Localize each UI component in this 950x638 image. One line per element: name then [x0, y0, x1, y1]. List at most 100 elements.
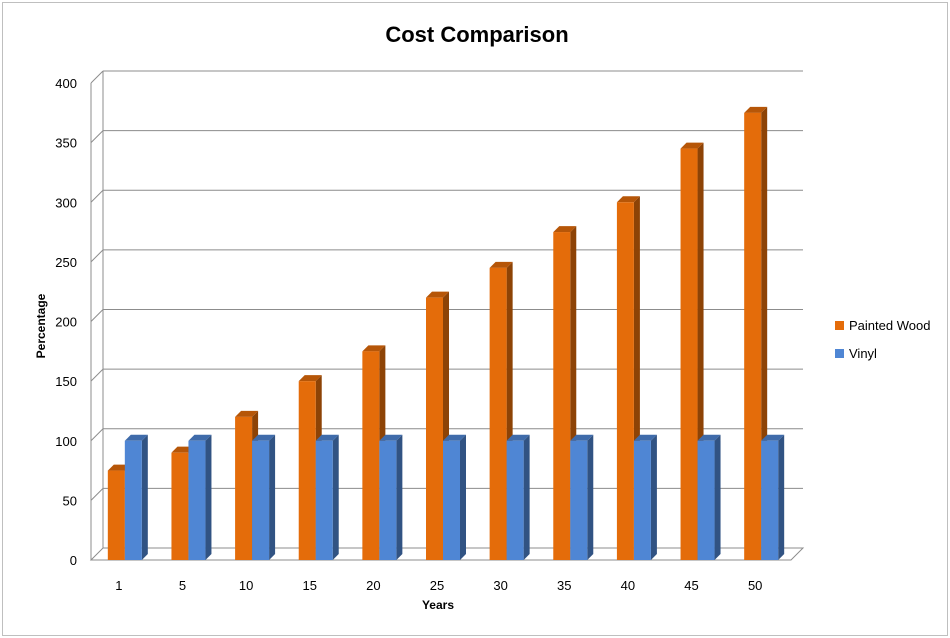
bar-vinyl-45: [697, 434, 721, 560]
x-tick-label: 20: [366, 578, 380, 593]
bar-top: [506, 434, 530, 441]
bar-vinyl-35: [570, 434, 594, 560]
bar-top: [362, 345, 386, 352]
bar-top: [443, 434, 466, 441]
gridlines: [90, 70, 803, 501]
y-tick-label: 150: [55, 374, 77, 389]
legend-label: Vinyl: [849, 346, 877, 361]
gridline-depth: [90, 488, 104, 501]
y-tick-label: 300: [55, 195, 77, 210]
bar-vinyl-15: [315, 434, 339, 560]
bar-top: [616, 196, 640, 203]
x-tick-label: 1: [115, 578, 122, 593]
bar-vinyl-10: [252, 434, 276, 560]
bar-top: [188, 434, 212, 441]
y-axis-ticks: 0 50 100 150 200 250 300 350 400: [55, 76, 77, 568]
bar-top: [124, 434, 148, 441]
bar-side: [332, 434, 339, 560]
x-tick-label: 25: [430, 578, 444, 593]
y-tick-label: 200: [55, 315, 77, 330]
bar-vinyl-50: [761, 434, 785, 560]
bar-front: [379, 440, 397, 560]
chart-title: Cost Comparison: [385, 22, 568, 47]
bar-top: [252, 434, 276, 441]
bar-top: [744, 106, 768, 113]
bar-vinyl-1: [124, 434, 148, 560]
gridline-depth: [90, 249, 104, 263]
x-tick-label: 10: [239, 578, 253, 593]
bar-front: [188, 440, 206, 560]
y-axis-label: Percentage: [34, 293, 48, 358]
x-axis-label: Years: [422, 598, 454, 612]
bar-side: [778, 434, 785, 560]
y-tick-label: 0: [70, 553, 77, 568]
x-tick-label: 5: [179, 578, 186, 593]
gridline-depth: [90, 309, 104, 322]
bar-top: [426, 291, 449, 298]
bar-side: [650, 434, 657, 560]
bar-chart: Cost Comparison 050100150200250300350400…: [34, 22, 930, 612]
bar-front: [362, 351, 380, 560]
bar-front: [570, 440, 588, 560]
x-axis-ticks: 1 5 10 15 20 25 30 35 40 45 50: [115, 578, 762, 593]
x-tick-label: 15: [302, 578, 316, 593]
bar-front: [697, 440, 715, 560]
bar-front: [426, 297, 443, 560]
legend-swatch: [835, 349, 844, 358]
bar-side: [714, 434, 721, 560]
bar-vinyl-20: [379, 434, 403, 560]
bar-front: [633, 440, 651, 560]
x-tick-label: 30: [493, 578, 507, 593]
gridline-depth: [90, 428, 104, 442]
bar-vinyl-5: [188, 434, 212, 560]
bar-front: [616, 202, 634, 560]
bar-side: [269, 434, 276, 560]
bar-front: [235, 416, 253, 560]
y-tick-label: 50: [63, 493, 77, 508]
legend-swatch: [835, 321, 844, 330]
y-tick-label: 100: [55, 434, 77, 449]
bar-top: [697, 434, 721, 441]
bar-front: [506, 440, 524, 560]
bar-front: [744, 112, 762, 560]
bar-top: [489, 261, 513, 268]
bar-front: [443, 440, 460, 560]
bar-top: [315, 434, 339, 441]
x-tick-label: 35: [557, 578, 571, 593]
gridline-depth: [90, 368, 104, 382]
bar-top: [379, 434, 403, 441]
legend-label: Painted Wood: [849, 318, 930, 333]
bar-top: [761, 434, 785, 441]
bar-vinyl-30: [506, 434, 530, 560]
bar-side: [587, 434, 594, 560]
bar-side: [396, 434, 403, 560]
bar-side: [205, 434, 212, 560]
bar-front: [298, 381, 316, 560]
bar-front: [553, 232, 571, 560]
bar-vinyl-40: [633, 434, 657, 560]
bar-top: [553, 226, 577, 233]
bar-front: [171, 452, 189, 560]
bar-side: [460, 434, 466, 560]
bar-side: [141, 434, 148, 560]
bar-top: [633, 434, 657, 441]
bar-top: [570, 434, 594, 441]
bar-side: [523, 434, 530, 560]
y-tick-label: 250: [55, 255, 77, 270]
bar-top: [680, 142, 704, 149]
y-tick-label: 350: [55, 136, 77, 151]
gridline-depth: [90, 189, 104, 203]
y-tick-label: 400: [55, 76, 77, 91]
bar-front: [107, 470, 125, 560]
bars: [107, 106, 785, 560]
bar-front: [761, 440, 779, 560]
x-tick-label: 45: [684, 578, 698, 593]
bar-front: [489, 267, 507, 560]
bar-vinyl-25: [443, 434, 466, 560]
bar-front: [124, 440, 142, 560]
x-tick-label: 40: [621, 578, 635, 593]
legend: Painted Wood Vinyl: [835, 318, 930, 361]
bar-top: [235, 410, 259, 417]
gridline-depth: [90, 70, 104, 84]
